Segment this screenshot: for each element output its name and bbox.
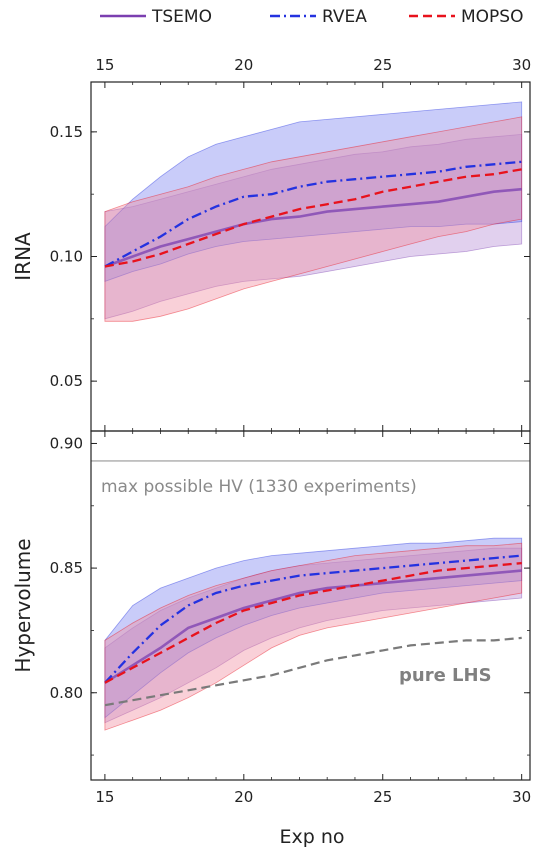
band-mopso (104, 542, 523, 731)
top-x-tick-label: 20 (234, 56, 253, 74)
axes-frame (90, 430, 531, 781)
line-rvea (104, 554, 522, 684)
legend-label: MOPSO (461, 7, 523, 27)
band-rvea (104, 101, 523, 282)
band-mopso (104, 116, 523, 322)
top-x-tick-label: 25 (373, 56, 392, 74)
band-rvea (104, 537, 523, 719)
line-rvea (104, 160, 522, 268)
y-axis-label: Hypervolume (11, 538, 35, 672)
y-axis-label: IRNA (11, 232, 35, 281)
x-tick-label: 15 (95, 788, 114, 806)
legend-label: TSEMO (151, 7, 212, 27)
plot-area (104, 101, 523, 322)
top-x-tick-label: 30 (512, 56, 531, 74)
line-tsemo (104, 569, 522, 684)
y-tick-label: 0.05 (50, 372, 83, 390)
hypervolume-panel: max possible HV (1330 experiments) pure L… (11, 430, 531, 806)
baseline-label: pure LHS (399, 665, 492, 686)
plot-area (91, 460, 530, 731)
legend: TSEMO RVEA MOPSO (100, 7, 523, 27)
baseline-line (104, 636, 522, 707)
line-mopso (104, 168, 522, 268)
band-tsemo (104, 547, 523, 724)
line-tsemo (104, 187, 522, 268)
x-tick-label: 30 (512, 788, 531, 806)
x-tick-label: 25 (373, 788, 392, 806)
x-axis-label: Exp no (279, 826, 344, 848)
y-tick-label: 0.80 (50, 684, 83, 702)
y-tick-label: 0.90 (50, 434, 83, 452)
band-tsemo (104, 133, 523, 320)
line-mopso (104, 561, 522, 684)
irna-panel: 0.05 0.10 0.15 IRNA (11, 81, 531, 432)
y-tick-label: 0.85 (50, 559, 83, 577)
reference-line-label: max possible HV (1330 experiments) (101, 477, 417, 497)
legend-label: RVEA (322, 7, 367, 27)
y-tick-label: 0.10 (50, 248, 83, 266)
x-tick-label: 20 (234, 788, 253, 806)
top-x-tick-labels: 15 20 25 30 (95, 56, 531, 74)
top-x-tick-label: 15 (95, 56, 114, 74)
y-tick-label: 0.15 (50, 123, 83, 141)
